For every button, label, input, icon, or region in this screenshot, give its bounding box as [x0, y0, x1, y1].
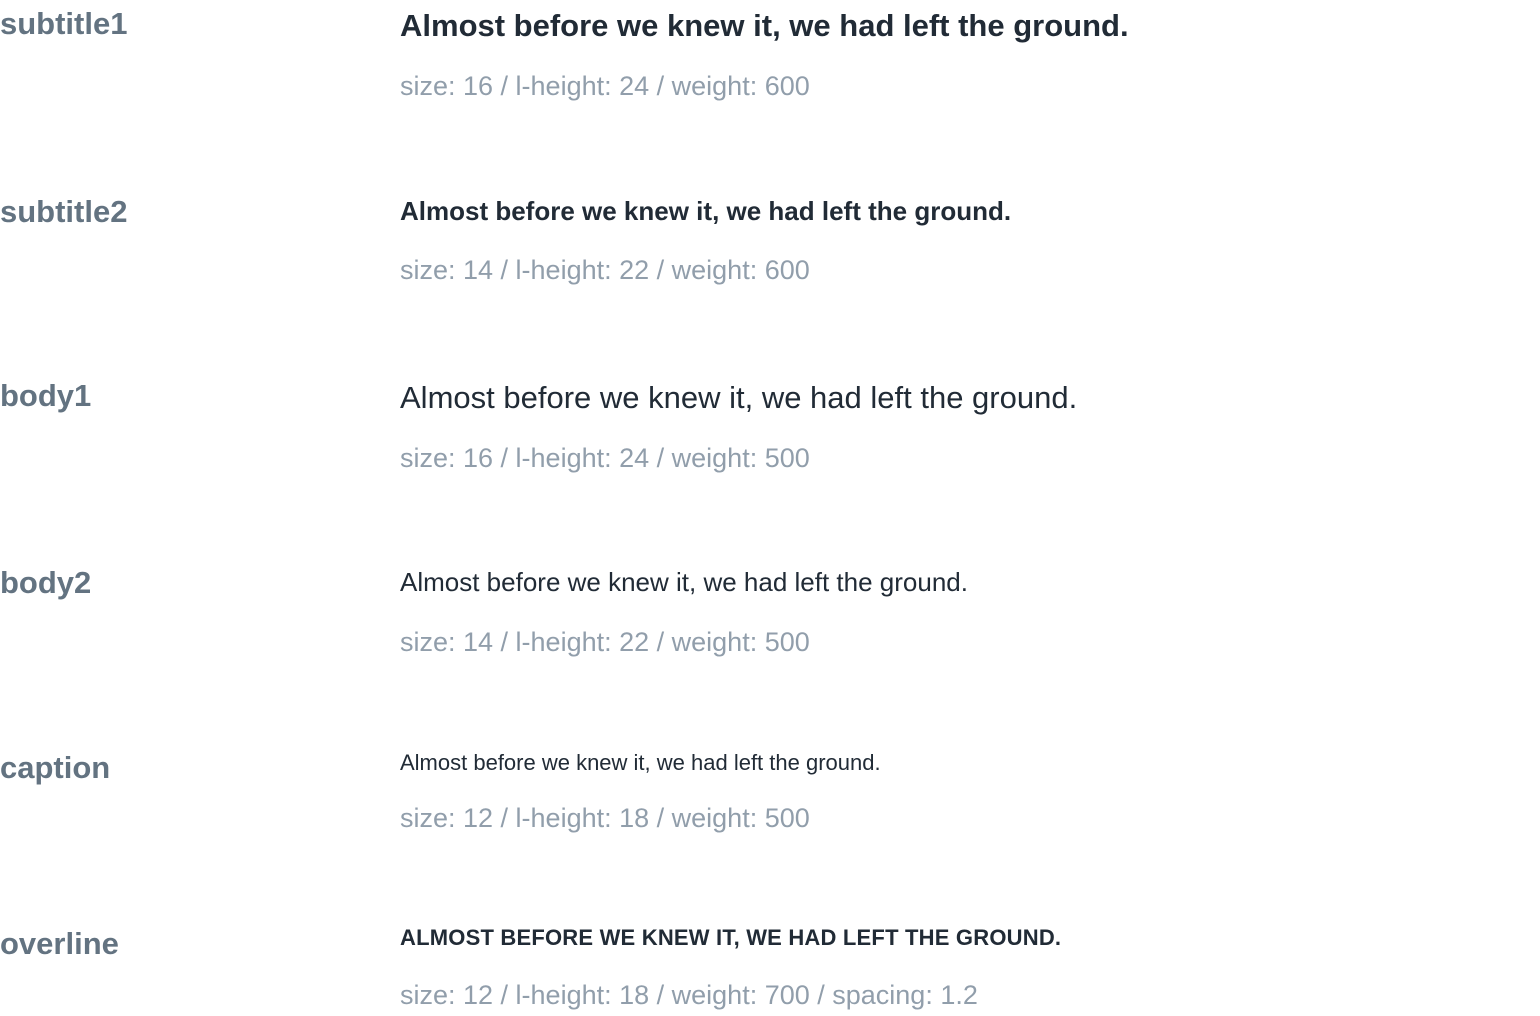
variant-sample-text: Almost before we knew it, we had left th…	[400, 196, 1012, 226]
variant-name: caption	[0, 750, 111, 785]
variant-sample-text: Almost before we knew it, we had left th…	[400, 8, 1129, 43]
variant-name: subtitle1	[0, 6, 128, 41]
variant-sample-text: Almost before we knew it, we had left th…	[400, 750, 881, 775]
variant-name: body1	[0, 378, 92, 413]
variant-sample-text: ALMOST BEFORE WE KNEW IT, WE HAD LEFT TH…	[400, 925, 1062, 950]
variant-sample-text: Almost before we knew it, we had left th…	[400, 567, 968, 597]
variant-spec: size: 12 / l-height: 18 / weight: 500	[400, 803, 810, 833]
variant-spec: size: 14 / l-height: 22 / weight: 500	[400, 627, 810, 657]
variant-name: body2	[0, 565, 92, 600]
variant-spec: size: 14 / l-height: 22 / weight: 600	[400, 255, 810, 285]
variant-sample-text: Almost before we knew it, we had left th…	[400, 380, 1078, 415]
variant-name: overline	[0, 926, 119, 961]
variant-spec: size: 12 / l-height: 18 / weight: 700 / …	[400, 980, 978, 1010]
variant-spec: size: 16 / l-height: 24 / weight: 600	[400, 71, 810, 101]
variant-name: subtitle2	[0, 194, 128, 229]
variant-spec: size: 16 / l-height: 24 / weight: 500	[400, 443, 810, 473]
